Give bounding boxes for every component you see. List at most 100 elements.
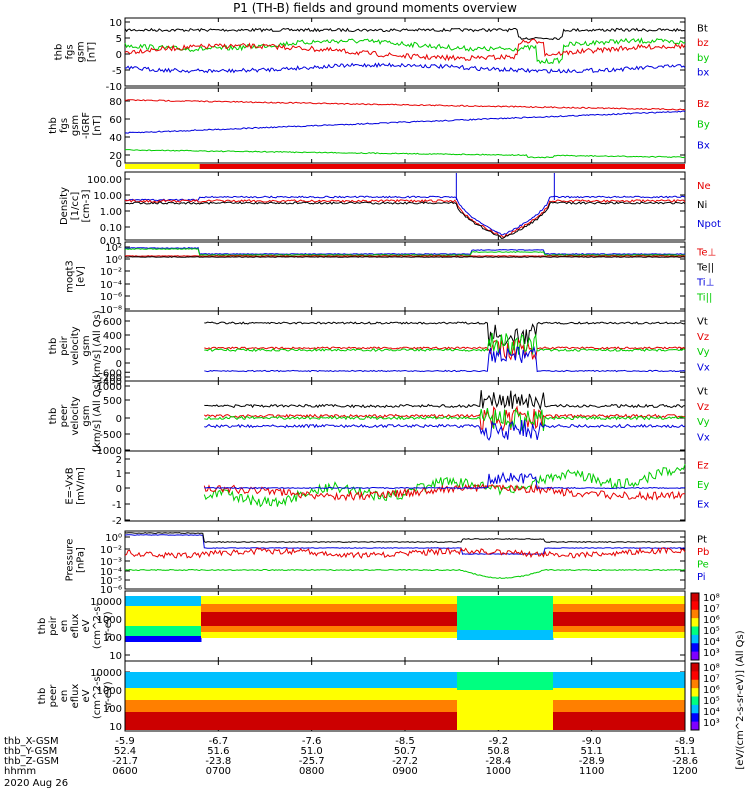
heatmap-peer-cell <box>281 688 286 700</box>
heatmap-peir-cell <box>337 626 342 632</box>
heatmap-peer-cell <box>649 672 654 688</box>
heatmap-peir-cell <box>233 632 238 638</box>
heatmap-peir-cell <box>577 596 582 604</box>
heatmap-peir-cell <box>413 626 418 632</box>
heatmap-peer-cell <box>669 700 674 712</box>
heatmap-peir-cell <box>225 604 230 612</box>
heatmap-peir-cell <box>437 604 442 612</box>
heatmap-peir-cell <box>677 626 682 632</box>
heatmap-peir-cell <box>625 604 630 612</box>
heatmap-peir-cell <box>181 606 186 626</box>
heatmap-peir-cell <box>257 604 262 612</box>
heatmap-peir-cell <box>525 606 530 630</box>
heatmap-peer-cell <box>161 672 166 688</box>
ephem-value: 52.4 <box>114 746 136 757</box>
heatmap-peir-cell <box>617 612 622 626</box>
heatmap-peir-cell <box>225 612 230 626</box>
heatmap-peir-cell <box>201 604 206 612</box>
heatmap-peir-cell <box>169 636 174 642</box>
panel-peer_vel-tick-label: 500 <box>103 396 122 407</box>
heatmap-peir-cell <box>325 612 330 626</box>
heatmap-peir-cell <box>445 596 450 604</box>
heatmap-peer-cell <box>597 712 602 730</box>
heatmap-peir-cell <box>441 626 446 632</box>
legend-fgs-Bt: Bt <box>697 23 708 34</box>
heatmap-peir-cell <box>633 612 638 626</box>
heatmap-peir-cell <box>625 626 630 632</box>
ephem-value: 50.7 <box>394 746 416 757</box>
ephem-value: -28.4 <box>485 756 511 767</box>
heatmap-peer-cell <box>285 672 290 688</box>
heatmap-peer-cell <box>673 672 678 688</box>
heatmap-peer-cell <box>137 672 142 688</box>
heatmap-peer-cell <box>401 672 406 688</box>
heatmap-peir-cell <box>361 604 366 612</box>
panel-density-frame <box>124 171 686 241</box>
heatmap-peir-cell <box>673 626 678 632</box>
heatmap-peer-cell <box>201 700 206 712</box>
heatmap-peer-cell <box>549 708 554 730</box>
heatmap-peer-cell <box>417 712 422 730</box>
heatmap-peir-cell <box>213 632 218 638</box>
heatmap-peer-cell <box>389 688 394 700</box>
heatmap-peer-cell <box>389 700 394 712</box>
heatmap-peer-cell <box>433 672 438 688</box>
panel-efield-ylabel: [mV/m] <box>76 467 87 505</box>
panel-fgs-frame <box>124 17 686 87</box>
panel-fgs-ylabel: gsm <box>76 41 87 62</box>
heatmap-peer-cell <box>277 672 282 688</box>
heatmap-peir-cell <box>569 632 574 638</box>
heatmap-peir-cell <box>481 630 486 640</box>
heatmap-peir-cell <box>649 626 654 632</box>
heatmap-peir-cell <box>501 606 506 630</box>
heatmap-peer-cell <box>569 688 574 700</box>
heatmap-peir-cell <box>549 596 554 606</box>
heatmap-peir-cell <box>461 630 466 640</box>
heatmap-peir-cell <box>405 632 410 638</box>
panel-temp-tick-label: 10⁻⁶ <box>100 292 122 303</box>
heatmap-peer-cell <box>305 688 310 700</box>
heatmap-peir-cell <box>553 612 558 626</box>
heatmap-peir-cell <box>321 604 326 612</box>
heatmap-peir-cell <box>125 596 130 606</box>
legend-fgs-by: by <box>697 53 709 64</box>
heatmap-peir-cell <box>189 636 194 642</box>
heatmap-peir-cell <box>573 604 578 612</box>
heatmap-peir-cell <box>317 626 322 632</box>
heatmap-peir-cell <box>401 604 406 612</box>
heatmap-peer-cell <box>453 712 458 730</box>
panel-pressure-tick-label: 10⁻³ <box>100 557 122 568</box>
heatmap-peir-cell <box>617 596 622 604</box>
heatmap-peir-cell <box>233 612 238 626</box>
heatmap-peir-cell <box>669 632 674 638</box>
heatmap-peir-cell <box>597 596 602 604</box>
heatmap-peir-cell <box>425 612 430 626</box>
heatmap-peer-cell <box>385 688 390 700</box>
heatmap-peer-cell <box>205 688 210 700</box>
heatmap-peir-cell <box>621 604 626 612</box>
heatmap-peer-cell <box>477 708 482 730</box>
heatmap-peer-cell <box>401 688 406 700</box>
heatmap-peer-cell <box>681 672 686 688</box>
heatmap-peir-cell <box>405 596 410 604</box>
heatmap-peir-cell <box>365 604 370 612</box>
heatmap-peir-cell <box>557 632 562 638</box>
heatmap-peer-cell <box>301 688 306 700</box>
heatmap-peir-cell <box>609 626 614 632</box>
heatmap-peer-cell <box>197 700 202 712</box>
heatmap-peir-cell <box>233 604 238 612</box>
colorbar-peir-swatch <box>691 634 699 644</box>
heatmap-peir-cell <box>397 626 402 632</box>
heatmap-peer-cell <box>673 700 678 712</box>
heatmap-peir-cell <box>681 626 686 632</box>
heatmap-peir-cell <box>377 612 382 626</box>
heatmap-peir-cell <box>613 626 618 632</box>
ephem-label-thb_Y-GSM: thb_Y-GSM <box>4 746 57 757</box>
heatmap-peir-cell <box>677 596 682 604</box>
heatmap-peer-cell <box>545 690 550 708</box>
heatmap-peir-cell <box>365 626 370 632</box>
heatmap-peir-cell <box>217 604 222 612</box>
heatmap-peir-cell <box>553 632 558 638</box>
panel-peer_en-ylabel: peer <box>48 684 59 708</box>
heatmap-peir-cell <box>353 604 358 612</box>
